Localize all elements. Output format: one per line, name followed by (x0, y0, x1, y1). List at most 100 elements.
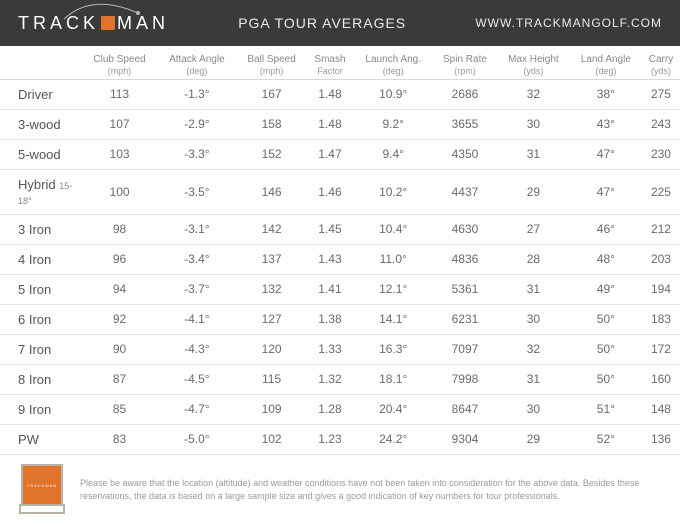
table-row: Driver 113-1.3°1671.4810.9°26863238°275 (0, 79, 680, 109)
col-label: Spin Rate (443, 54, 487, 65)
cell-club_speed: 98 (82, 214, 157, 244)
cell-launch: 18.1° (353, 364, 433, 394)
cell-ball_speed: 142 (237, 214, 307, 244)
table-body: Driver 113-1.3°1671.4810.9°26863238°2753… (0, 79, 680, 454)
cell-spin: 7097 (433, 334, 497, 364)
cell-carry: 183 (642, 304, 680, 334)
cell-club_speed: 107 (82, 109, 157, 139)
cell-smash: 1.33 (307, 334, 354, 364)
cell-spin: 4836 (433, 244, 497, 274)
cell-smash: 1.23 (307, 424, 354, 454)
cell-launch: 12.1° (353, 274, 433, 304)
cell-land: 46° (570, 214, 642, 244)
table-row: 7 Iron 90-4.3°1201.3316.3°70973250°172 (0, 334, 680, 364)
cell-club_speed: 92 (82, 304, 157, 334)
cell-spin: 4630 (433, 214, 497, 244)
table-row: 9 Iron 85-4.7°1091.2820.4°86473051°148 (0, 394, 680, 424)
club-name: 7 Iron (0, 334, 82, 364)
cell-launch: 11.0° (353, 244, 433, 274)
club-name: 9 Iron (0, 394, 82, 424)
cell-club_speed: 87 (82, 364, 157, 394)
cell-launch: 9.4° (353, 139, 433, 169)
svg-text:TRACKMAN: TRACKMAN (27, 483, 57, 488)
col-header: Attack Angle(deg) (157, 46, 237, 79)
table-row: 8 Iron 87-4.5°1151.3218.1°79983150°160 (0, 364, 680, 394)
cell-land: 38° (570, 79, 642, 109)
col-header: Club Speed(mph) (82, 46, 157, 79)
cell-launch: 20.4° (353, 394, 433, 424)
cell-max_h: 29 (497, 424, 570, 454)
cell-club_speed: 83 (82, 424, 157, 454)
cell-carry: 172 (642, 334, 680, 364)
table-row: Hybrid 15-18°100-3.5°1461.4610.2°4437294… (0, 169, 680, 214)
col-label: Club Speed (93, 54, 145, 65)
col-unit: (mph) (84, 66, 155, 77)
cell-smash: 1.41 (307, 274, 354, 304)
table-row: 5-wood 103-3.3°1521.479.4°43503147°230 (0, 139, 680, 169)
cell-carry: 230 (642, 139, 680, 169)
cell-carry: 203 (642, 244, 680, 274)
cell-land: 49° (570, 274, 642, 304)
col-header: Ball Speed(mph) (237, 46, 307, 79)
cell-max_h: 30 (497, 109, 570, 139)
cell-spin: 2686 (433, 79, 497, 109)
cell-land: 47° (570, 169, 642, 214)
cell-club_speed: 94 (82, 274, 157, 304)
cell-club_speed: 96 (82, 244, 157, 274)
cell-land: 48° (570, 244, 642, 274)
col-label: Max Height (508, 54, 559, 65)
cell-carry: 225 (642, 169, 680, 214)
cell-launch: 24.2° (353, 424, 433, 454)
col-unit: (yds) (644, 66, 678, 77)
cell-land: 47° (570, 139, 642, 169)
cell-ball_speed: 167 (237, 79, 307, 109)
cell-carry: 148 (642, 394, 680, 424)
club-name: 3 Iron (0, 214, 82, 244)
col-label: Land Angle (581, 54, 631, 65)
cell-club_speed: 103 (82, 139, 157, 169)
cell-ball_speed: 158 (237, 109, 307, 139)
cell-attack: -4.5° (157, 364, 237, 394)
cell-attack: -3.4° (157, 244, 237, 274)
cell-max_h: 31 (497, 274, 570, 304)
cell-launch: 10.4° (353, 214, 433, 244)
col-header: SmashFactor (307, 46, 354, 79)
brand-arc-icon (62, 0, 142, 23)
cell-carry: 194 (642, 274, 680, 304)
cell-club_speed: 85 (82, 394, 157, 424)
cell-attack: -4.1° (157, 304, 237, 334)
col-unit: (deg) (355, 66, 431, 77)
page-title: PGA TOUR AVERAGES (169, 15, 475, 31)
table-row: 3 Iron 98-3.1°1421.4510.4°46302746°212 (0, 214, 680, 244)
cell-ball_speed: 146 (237, 169, 307, 214)
cell-club_speed: 100 (82, 169, 157, 214)
col-unit: (rpm) (435, 66, 495, 77)
cell-spin: 4437 (433, 169, 497, 214)
cell-carry: 275 (642, 79, 680, 109)
col-header: Launch Ang.(deg) (353, 46, 433, 79)
averages-table: Club Speed(mph)Attack Angle(deg)Ball Spe… (0, 46, 680, 455)
table-row: 4 Iron 96-3.4°1371.4311.0°48362848°203 (0, 244, 680, 274)
cell-attack: -1.3° (157, 79, 237, 109)
cell-land: 51° (570, 394, 642, 424)
club-name: 5-wood (0, 139, 82, 169)
cell-spin: 5361 (433, 274, 497, 304)
cell-smash: 1.46 (307, 169, 354, 214)
cell-max_h: 31 (497, 364, 570, 394)
club-name: PW (0, 424, 82, 454)
cell-attack: -3.3° (157, 139, 237, 169)
col-label: Attack Angle (169, 54, 225, 65)
cell-smash: 1.32 (307, 364, 354, 394)
cell-ball_speed: 137 (237, 244, 307, 274)
footer: TRACKMAN Please be aware that the locati… (0, 455, 680, 525)
cell-smash: 1.38 (307, 304, 354, 334)
cell-land: 43° (570, 109, 642, 139)
cell-smash: 1.45 (307, 214, 354, 244)
cell-smash: 1.48 (307, 109, 354, 139)
cell-max_h: 30 (497, 304, 570, 334)
cell-attack: -3.1° (157, 214, 237, 244)
cell-max_h: 30 (497, 394, 570, 424)
cell-ball_speed: 152 (237, 139, 307, 169)
header-bar: TRACKMAN PGA TOUR AVERAGES WWW.TRACKMANG… (0, 0, 680, 46)
cell-land: 50° (570, 334, 642, 364)
